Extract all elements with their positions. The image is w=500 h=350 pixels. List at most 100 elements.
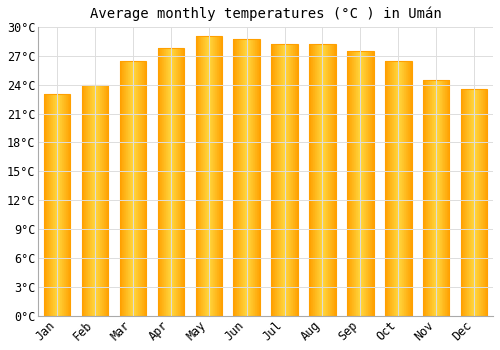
Bar: [120, 61, 121, 316]
Bar: [132, 61, 133, 316]
Bar: [92, 85, 93, 316]
Bar: [296, 44, 297, 316]
Bar: [462, 90, 463, 316]
Bar: [89, 85, 90, 316]
Bar: [439, 80, 440, 316]
Bar: [56, 94, 57, 316]
Bar: [171, 48, 172, 316]
Bar: [319, 44, 320, 316]
Bar: [334, 44, 335, 316]
Bar: [99, 85, 100, 316]
Bar: [95, 85, 96, 316]
Bar: [206, 36, 207, 316]
Bar: [140, 61, 141, 316]
Bar: [135, 61, 136, 316]
Bar: [252, 39, 254, 316]
Bar: [82, 85, 83, 316]
Bar: [137, 61, 138, 316]
Bar: [400, 61, 401, 316]
Bar: [351, 51, 352, 316]
Bar: [440, 80, 441, 316]
Bar: [201, 36, 202, 316]
Bar: [131, 61, 132, 316]
Bar: [61, 94, 62, 316]
Bar: [163, 48, 164, 316]
Bar: [202, 36, 203, 316]
Bar: [477, 90, 478, 316]
Bar: [55, 94, 56, 316]
Bar: [407, 61, 408, 316]
Bar: [293, 44, 294, 316]
Bar: [372, 51, 373, 316]
Bar: [180, 48, 181, 316]
Bar: [196, 36, 222, 316]
Bar: [46, 94, 48, 316]
Bar: [85, 85, 86, 316]
Bar: [250, 39, 252, 316]
Bar: [272, 44, 274, 316]
Bar: [423, 80, 424, 316]
Bar: [434, 80, 435, 316]
Bar: [200, 36, 201, 316]
Bar: [395, 61, 396, 316]
Bar: [282, 44, 284, 316]
Bar: [486, 90, 488, 316]
Bar: [445, 80, 446, 316]
Bar: [47, 94, 48, 316]
Bar: [207, 36, 208, 316]
Bar: [371, 51, 372, 316]
Bar: [120, 61, 146, 316]
Bar: [448, 80, 449, 316]
Bar: [404, 61, 405, 316]
Bar: [236, 39, 237, 316]
Bar: [133, 61, 134, 316]
Bar: [49, 94, 50, 316]
Bar: [105, 85, 106, 316]
Bar: [172, 48, 173, 316]
Bar: [161, 48, 162, 316]
Bar: [174, 48, 175, 316]
Bar: [466, 90, 467, 316]
Bar: [64, 94, 65, 316]
Bar: [238, 39, 239, 316]
Bar: [274, 44, 276, 316]
Bar: [326, 44, 327, 316]
Bar: [175, 48, 176, 316]
Bar: [88, 85, 89, 316]
Bar: [178, 48, 179, 316]
Bar: [428, 80, 429, 316]
Bar: [423, 80, 450, 316]
Bar: [103, 85, 104, 316]
Bar: [125, 61, 126, 316]
Bar: [401, 61, 402, 316]
Bar: [362, 51, 363, 316]
Bar: [169, 48, 170, 316]
Bar: [123, 61, 124, 316]
Bar: [461, 90, 487, 316]
Bar: [408, 61, 409, 316]
Bar: [403, 61, 404, 316]
Bar: [211, 36, 212, 316]
Bar: [406, 61, 407, 316]
Bar: [141, 61, 142, 316]
Bar: [215, 36, 216, 316]
Bar: [320, 44, 321, 316]
Bar: [438, 80, 439, 316]
Bar: [278, 44, 280, 316]
Bar: [60, 94, 61, 316]
Bar: [392, 61, 393, 316]
Bar: [347, 51, 348, 316]
Bar: [84, 85, 85, 316]
Bar: [435, 80, 436, 316]
Bar: [394, 61, 395, 316]
Bar: [66, 94, 67, 316]
Bar: [240, 39, 242, 316]
Bar: [356, 51, 357, 316]
Bar: [121, 61, 122, 316]
Bar: [214, 36, 215, 316]
Bar: [91, 85, 92, 316]
Bar: [348, 51, 349, 316]
Bar: [167, 48, 168, 316]
Bar: [128, 61, 129, 316]
Bar: [98, 85, 99, 316]
